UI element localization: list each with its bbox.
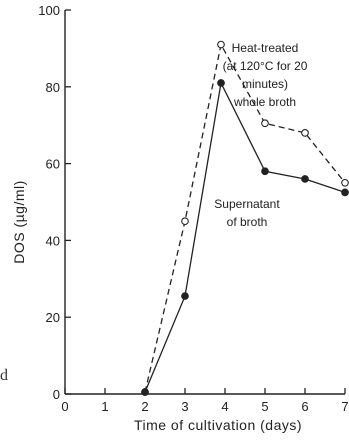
y-axis-label: DOS (µg/ml) bbox=[11, 180, 27, 264]
series-label-line: Heat-treated bbox=[232, 41, 299, 55]
series-label-line: (at 120°C for 20 bbox=[223, 59, 308, 73]
series-labels: Heat-treated (at 120°C for 20 minutes) whol… bbox=[214, 41, 307, 229]
y-tick-label: 80 bbox=[46, 80, 60, 95]
data-point-supernatant bbox=[181, 292, 189, 300]
series-label-line: whole broth bbox=[233, 95, 296, 109]
stray-text: d bbox=[0, 367, 8, 384]
series-line-heat-treated bbox=[144, 42, 346, 393]
x-tick-label: 2 bbox=[141, 399, 148, 414]
x-tick-label: 0 bbox=[61, 399, 68, 414]
series-line-supernatant bbox=[144, 80, 346, 393]
x-ticks: 0 1 2 3 4 5 6 7 bbox=[61, 388, 349, 414]
series-label-line: Supernatant bbox=[214, 197, 280, 211]
y-ticks: 0 20 40 60 80 100 bbox=[38, 3, 71, 402]
series-lines bbox=[144, 42, 346, 393]
y-tick-label: 100 bbox=[38, 3, 60, 18]
data-point-heat-treated bbox=[261, 119, 269, 128]
axes bbox=[64, 10, 345, 395]
y-tick-label: 0 bbox=[53, 387, 60, 402]
y-tick-label: 60 bbox=[46, 157, 60, 172]
data-point-supernatant bbox=[301, 175, 309, 183]
series-label-line: minutes) bbox=[242, 77, 288, 91]
data-point-supernatant bbox=[141, 388, 149, 396]
data-point-heat-treated bbox=[301, 129, 309, 137]
data-point-supernatant bbox=[341, 188, 349, 197]
x-tick-label: 6 bbox=[301, 399, 308, 414]
x-axis-label: Time of cultivation (days) bbox=[134, 417, 302, 433]
series-label-heat-treated: Heat-treated (at 120°C for 20 minutes) whol… bbox=[223, 41, 308, 109]
data-point-heat-treated bbox=[181, 217, 189, 226]
x-tick-label: 5 bbox=[261, 399, 268, 414]
y-tick-label: 40 bbox=[46, 233, 60, 248]
data-point-heat-treated bbox=[341, 178, 349, 187]
data-point-supernatant bbox=[261, 167, 269, 176]
series-label-line: of broth bbox=[227, 215, 268, 229]
y-tick-label: 20 bbox=[46, 310, 60, 325]
x-tick-label: 1 bbox=[101, 399, 108, 414]
data-point-supernatant bbox=[217, 79, 225, 87]
data-point-heat-treated bbox=[217, 40, 225, 49]
x-tick-label: 4 bbox=[221, 399, 228, 414]
data-points bbox=[141, 40, 349, 396]
x-tick-label: 7 bbox=[341, 399, 348, 414]
series-label-supernatant: Supernatant of broth bbox=[214, 197, 280, 229]
x-tick-label: 3 bbox=[181, 399, 188, 414]
